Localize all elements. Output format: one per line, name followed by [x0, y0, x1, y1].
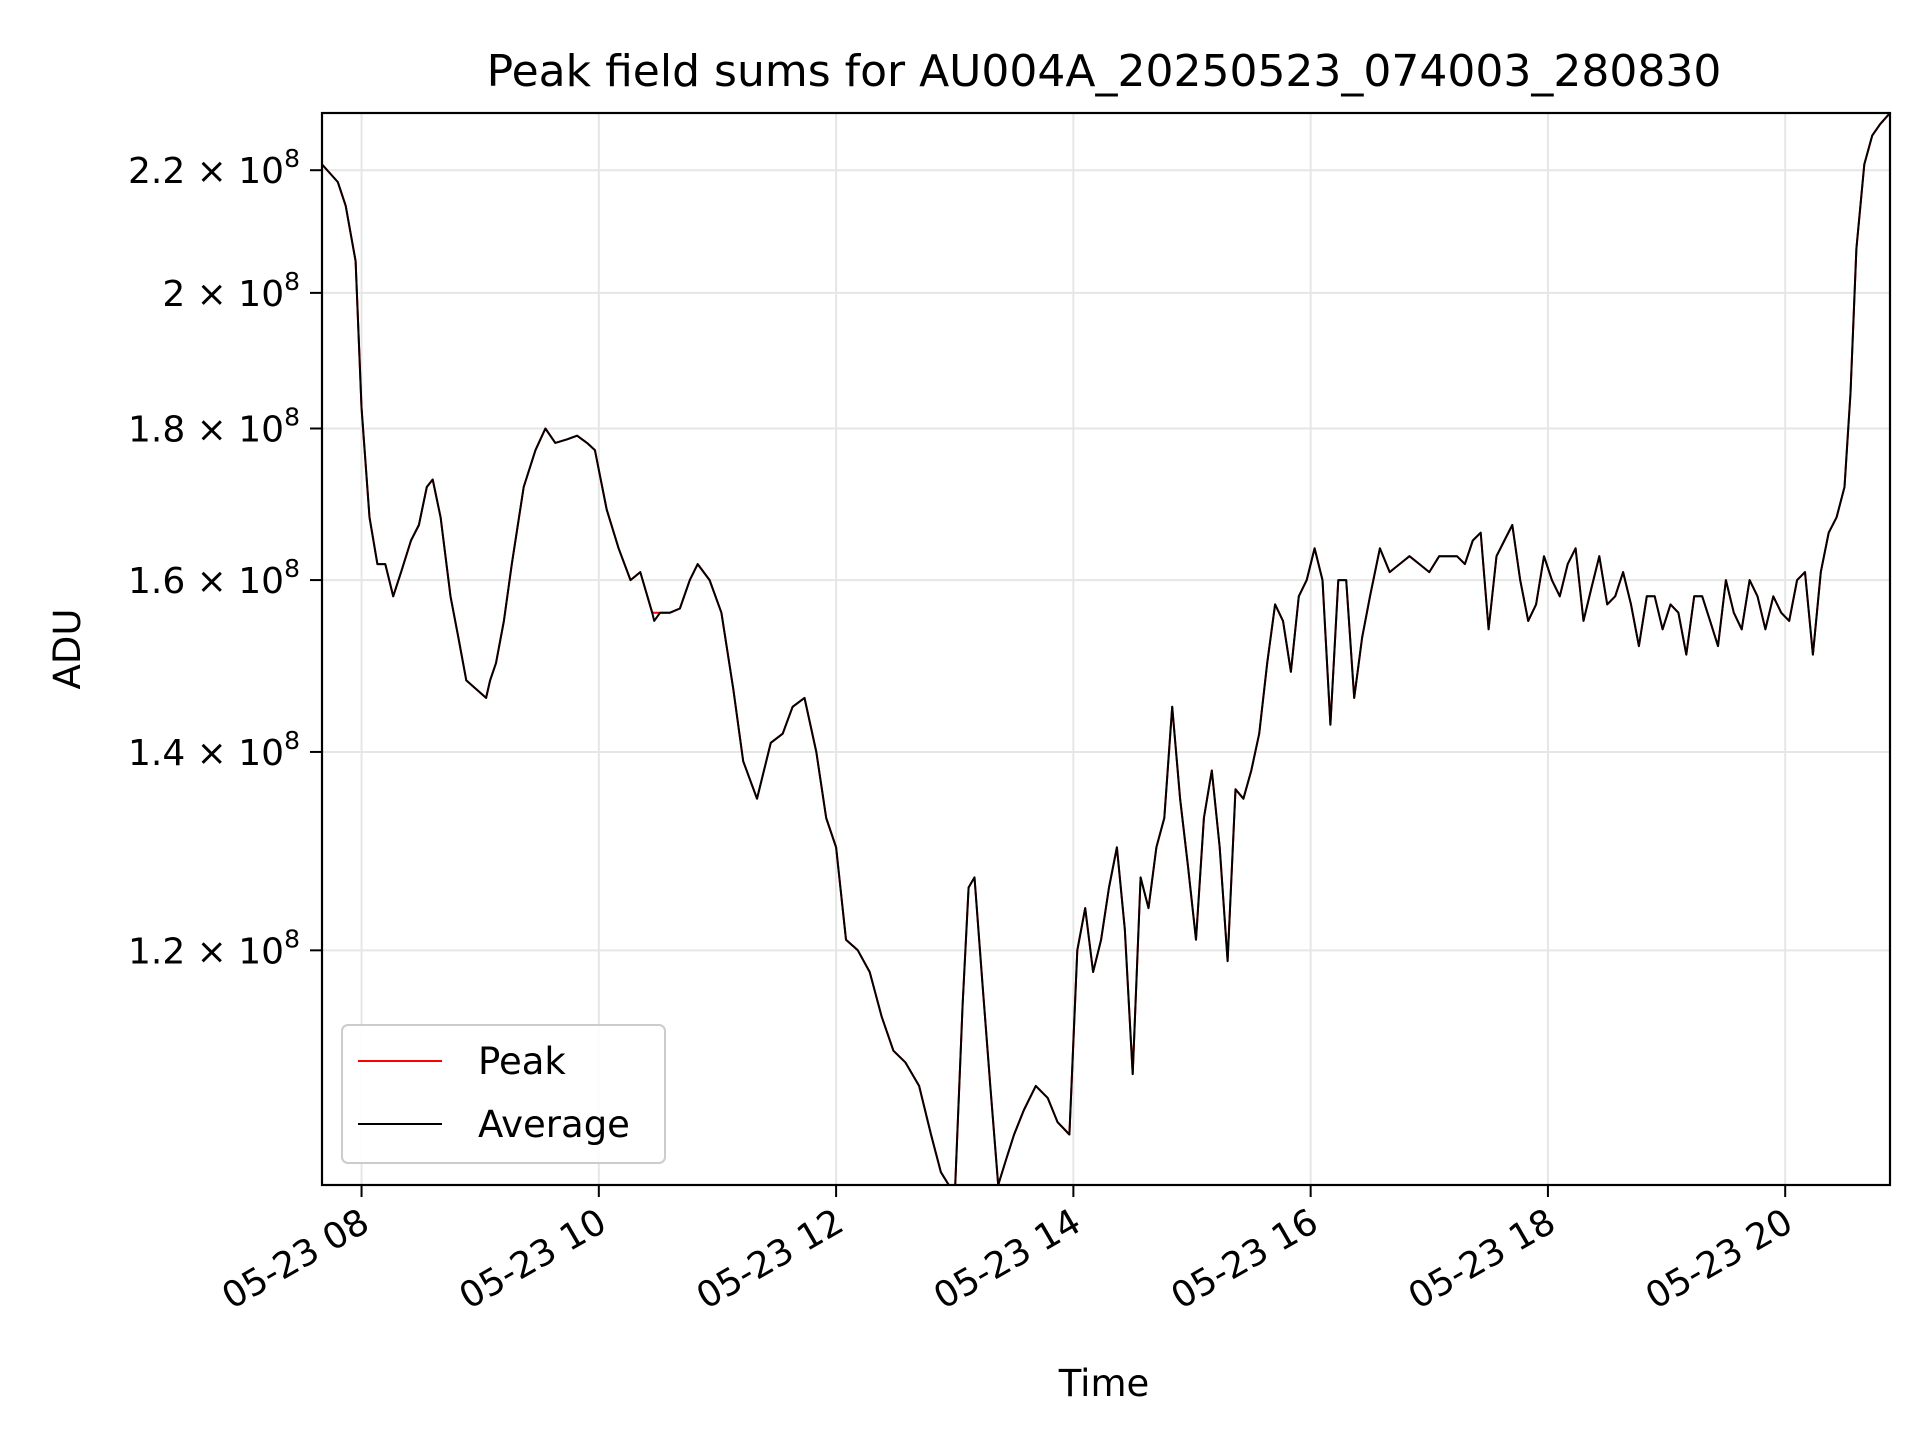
y-tick-label: 2.2 × 108 [128, 144, 300, 192]
legend-label-peak: Peak [478, 1040, 566, 1083]
series-lines [322, 113, 1890, 1185]
y-tick-label: 2 × 108 [162, 267, 300, 315]
chart-title: Peak field sums for AU004A_20250523_0740… [487, 46, 1722, 97]
grid-lines [322, 113, 1890, 1185]
legend-label-average: Average [478, 1103, 630, 1146]
plot-area-background [322, 113, 1890, 1185]
legend: Peak Average [341, 1024, 666, 1164]
series-line-average [322, 113, 1890, 1185]
x-axis-label: Time [1058, 1362, 1150, 1405]
y-tick-label: 1.6 × 108 [128, 554, 300, 602]
legend-box [341, 1024, 666, 1164]
y-tick-label: 1.2 × 108 [128, 924, 300, 972]
y-axis-label: ADU [46, 609, 89, 690]
y-tick-label: 1.4 × 108 [128, 726, 300, 774]
y-tick-label: 1.8 × 108 [128, 402, 300, 450]
y-axis-ticks: 1.2 × 108 1.4 × 108 1.6 × 108 1.8 × 108 2 × … [128, 144, 322, 972]
plot-frame [320, 111, 1892, 1187]
plot-area [322, 113, 1890, 1185]
